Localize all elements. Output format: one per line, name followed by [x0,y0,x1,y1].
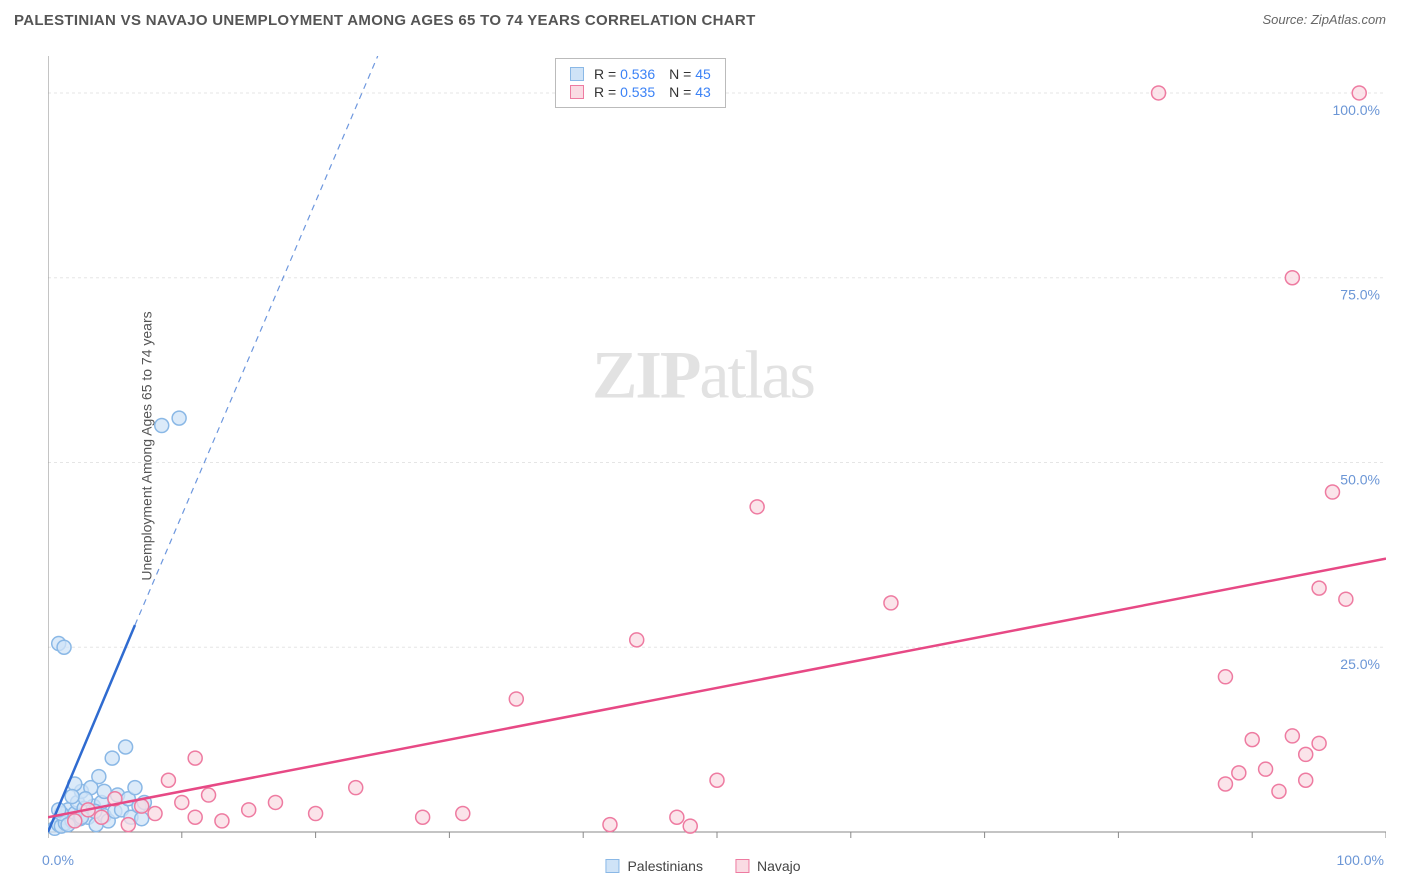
scatter-chart: 25.0% 50.0% 75.0% 100.0% [48,56,1386,842]
legend-label: Palestinians [627,858,703,874]
correlation-legend: R = 0.536N = 45 R = 0.535N = 43 [555,58,726,108]
x-origin-label: 0.0% [42,852,74,868]
svg-text:75.0%: 75.0% [1340,287,1380,303]
svg-text:25.0%: 25.0% [1340,656,1380,672]
legend-swatch [735,859,749,873]
legend-row: R = 0.535N = 43 [570,84,711,100]
x-max-label: 100.0% [1337,852,1384,868]
source-label: Source: ZipAtlas.com [1262,12,1386,27]
legend-row: R = 0.536N = 45 [570,66,711,82]
legend-item: Navajo [735,858,801,874]
svg-text:50.0%: 50.0% [1340,471,1380,487]
svg-text:100.0%: 100.0% [1333,102,1380,118]
series-legend: Palestinians Navajo [605,858,800,874]
chart-title: PALESTINIAN VS NAVAJO UNEMPLOYMENT AMONG… [14,12,756,29]
legend-item: Palestinians [605,858,703,874]
legend-swatch [605,859,619,873]
chart-area: 25.0% 50.0% 75.0% 100.0% [48,56,1386,842]
legend-swatch [570,67,584,81]
legend-swatch [570,85,584,99]
legend-label: Navajo [757,858,801,874]
